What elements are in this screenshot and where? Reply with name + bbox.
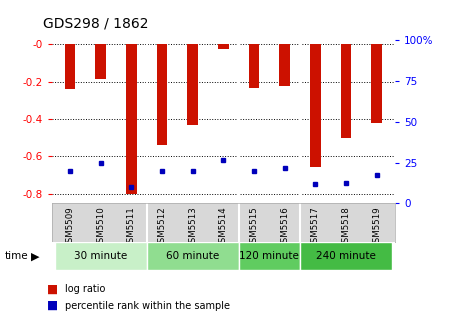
Text: GSM5514: GSM5514 [219, 206, 228, 248]
Text: time: time [4, 251, 28, 261]
Text: GSM5510: GSM5510 [96, 206, 105, 248]
Bar [341, 44, 352, 138]
Bar [218, 44, 229, 49]
Text: GSM5511: GSM5511 [127, 206, 136, 248]
Text: 120 minute: 120 minute [239, 251, 299, 261]
Text: GSM5518: GSM5518 [342, 206, 351, 248]
Bar [279, 44, 290, 86]
Text: ■: ■ [47, 283, 58, 295]
Text: GSM5509: GSM5509 [66, 206, 75, 248]
Bar [147, 242, 239, 270]
Bar [239, 242, 300, 270]
Text: GDS298 / 1862: GDS298 / 1862 [43, 16, 148, 30]
Bar [157, 44, 167, 145]
Bar [65, 44, 75, 89]
Bar [249, 44, 260, 88]
Bar [300, 242, 392, 270]
Text: ▶: ▶ [31, 251, 39, 261]
Text: 240 minute: 240 minute [316, 251, 376, 261]
Bar [55, 242, 147, 270]
Text: GSM5519: GSM5519 [372, 206, 381, 248]
Text: log ratio: log ratio [65, 284, 106, 294]
Text: GSM5515: GSM5515 [250, 206, 259, 248]
Bar [95, 44, 106, 79]
Text: ■: ■ [47, 299, 58, 312]
Bar [187, 44, 198, 125]
Text: GSM5517: GSM5517 [311, 206, 320, 248]
Bar [310, 44, 321, 167]
Text: GSM5516: GSM5516 [280, 206, 289, 248]
Text: percentile rank within the sample: percentile rank within the sample [65, 301, 230, 311]
Text: GSM5513: GSM5513 [188, 206, 197, 248]
Text: GSM5512: GSM5512 [158, 206, 167, 248]
Bar [371, 44, 382, 123]
Text: 60 minute: 60 minute [166, 251, 219, 261]
Text: 30 minute: 30 minute [74, 251, 128, 261]
Bar [126, 44, 137, 194]
